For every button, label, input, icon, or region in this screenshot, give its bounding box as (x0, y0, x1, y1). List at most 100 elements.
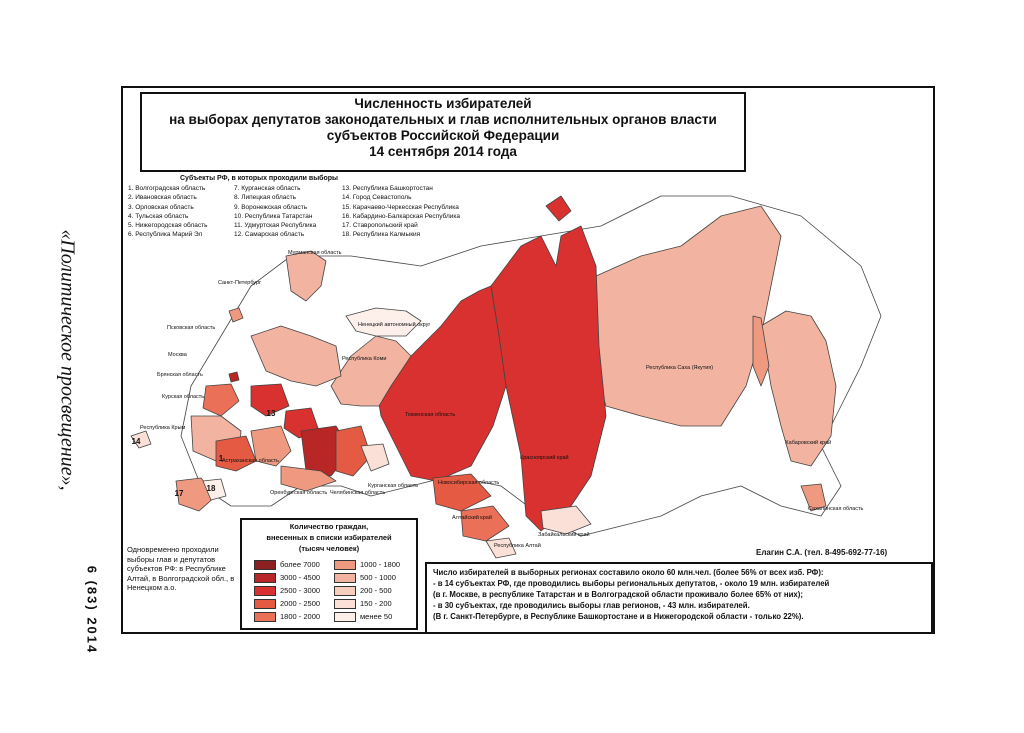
marker-label: 18 (207, 484, 216, 493)
subject-item: 12. Самарская область (234, 231, 305, 239)
subject-item: 2. Ивановская область (128, 194, 197, 202)
region-crimea (130, 430, 152, 449)
subject-item: 11. Удмуртская Республика (234, 222, 317, 230)
legend-item: 2500 - 3000 (254, 586, 320, 597)
legend-swatch (254, 573, 276, 584)
legend-swatch (334, 573, 356, 584)
journal-issue-vertical: 6 (83) 2014 (82, 560, 102, 660)
legend-item: 1000 - 1800 (334, 560, 400, 571)
region-nenets (345, 307, 422, 337)
label-altai-rep: Республика Алтай (494, 543, 541, 549)
marker-label: 14 (132, 437, 141, 446)
label-tyumen: Тюменская область (405, 412, 456, 418)
region-zabaikal (540, 505, 592, 535)
label-khabarovsk: Хабаровский край (785, 440, 832, 446)
legend-swatch (334, 586, 356, 597)
legend-label: менее 50 (360, 612, 393, 621)
subjects-column-3: 13. Республика Башкортостан 14. Город Се… (342, 184, 460, 240)
legend-title-2: внесенных в списки избирателей (266, 533, 392, 542)
legend-label: 1800 - 2000 (280, 612, 321, 621)
label-murmansk: Мурманская область (288, 250, 342, 256)
region-taimyr-cap (545, 195, 572, 222)
legend-swatch (334, 612, 356, 623)
subject-item: 7. Курганская область (234, 185, 301, 192)
subject-item: 3. Орловская область (128, 203, 194, 211)
legend-swatch (334, 560, 356, 571)
legend-swatch (334, 599, 356, 610)
legend-item: 3000 - 4500 (254, 573, 321, 584)
russia-map: 13 1 17 18 14 (130, 195, 882, 559)
marker-label: 13 (267, 409, 276, 418)
legend-item: 200 - 500 (334, 586, 392, 597)
legend-label: 500 - 1000 (360, 573, 396, 582)
marker-label: 1 (219, 454, 224, 463)
subject-item: 14. Город Севастополь (342, 194, 412, 202)
region-novosibirsk (432, 473, 492, 512)
stats-line: (в г. Москве, в республике Татарстан и в… (433, 590, 803, 599)
subject-item: 9. Воронежская область (234, 203, 308, 211)
region-kurgan (360, 443, 390, 472)
simultaneous-elections-note: Одновременно проходили выборы глав и деп… (127, 545, 235, 592)
region-tyumen (375, 285, 507, 482)
legend-title-1: Количество граждан, (289, 522, 369, 531)
label-zabaikal: Забайкальский край (538, 532, 590, 538)
subjects-heading: Субъекты РФ, в которых проходили выборы (180, 175, 339, 182)
label-pskov: Псковская область (167, 325, 216, 331)
region-sakhalin (800, 483, 827, 512)
journal-issue: 6 (83) 2014 (84, 565, 100, 655)
subject-item: 8. Липецкая область (234, 194, 296, 202)
region-moscow (228, 371, 240, 383)
journal-name-vertical: «Политическое просвещение», (52, 150, 82, 570)
region-murmansk (285, 250, 327, 302)
stats-line: - в 14 субъектах РФ, где проводились выб… (433, 579, 830, 588)
subject-item: 10. Республика Татарстан (234, 212, 313, 220)
region-south-volga (250, 425, 292, 467)
legend-label: 150 - 200 (360, 599, 392, 608)
legend-item: 150 - 200 (334, 599, 392, 610)
region-altai-rep (485, 537, 517, 559)
stats-box: Число избирателей в выборных регионах со… (425, 562, 933, 634)
stats-line: (В г. Санкт-Петербурге, в Республике Баш… (433, 612, 804, 621)
label-novosibirsk: Новосибирская область (438, 480, 500, 486)
region-spb (228, 307, 244, 323)
label-krasnoyarsk: Красноярский край (520, 455, 569, 461)
legend-label: 3000 - 4500 (280, 573, 321, 582)
legend-item: менее 50 (334, 612, 393, 623)
label-yakutia: Республика Саха (Якутия) (646, 365, 714, 371)
subject-item: 4. Тульская область (128, 212, 189, 220)
legend-swatch (254, 560, 276, 571)
label-komi: Республика Коми (342, 356, 387, 362)
region-krasnoyarsk (490, 225, 607, 532)
region-altai-krai (460, 505, 510, 542)
legend-title-3: (тысяч человек) (298, 544, 360, 553)
subject-item: 16. Кабардино-Балкарская Республика (342, 212, 460, 220)
subject-item: 5. Нижегородская область (128, 222, 208, 230)
subjects-column-2: 7. Курганская область 8. Липецкая област… (234, 184, 316, 240)
map-title-box: Численность избирателей на выборах депут… (140, 92, 746, 172)
subject-item: 13. Республика Башкортостан (342, 185, 433, 192)
legend-swatch (254, 586, 276, 597)
region-kalmykia (202, 478, 227, 501)
legend-swatch (254, 599, 276, 610)
legend-item: 2000 - 2500 (254, 599, 321, 610)
stats-line: - в 30 субъектах, где проводились выборы… (433, 601, 750, 610)
region-northwest (250, 325, 342, 387)
region-chelyabinsk (335, 425, 372, 477)
label-crimea: Республика Крым (140, 425, 186, 431)
legend-item: 1800 - 2000 (254, 612, 321, 623)
region-komi (330, 335, 412, 407)
subject-item: 6. Республика Марий Эл (128, 231, 203, 239)
subjects-column-1: 1. Волгоградская область 2. Ивановская о… (128, 184, 207, 240)
subject-item: 15. Карачаево-Черкесская Республика (342, 203, 459, 211)
legend-item: 500 - 1000 (334, 573, 396, 584)
label-astrakhan: Астраханская область (222, 458, 280, 464)
journal-name: «Политическое просвещение», (56, 229, 79, 491)
legend-label: более 7000 (280, 560, 320, 569)
region-volgograd (215, 435, 257, 472)
legend-box: Количество граждан, внесенных в списки и… (240, 518, 418, 630)
stats-line: Число избирателей в выборных регионах со… (433, 568, 824, 577)
legend-label: 2000 - 2500 (280, 599, 321, 608)
subject-item: 18. Республика Калмыкия (342, 231, 421, 239)
subject-item: 1. Волгоградская область (128, 185, 206, 192)
title-line-1: Численность избирателей (354, 96, 532, 111)
